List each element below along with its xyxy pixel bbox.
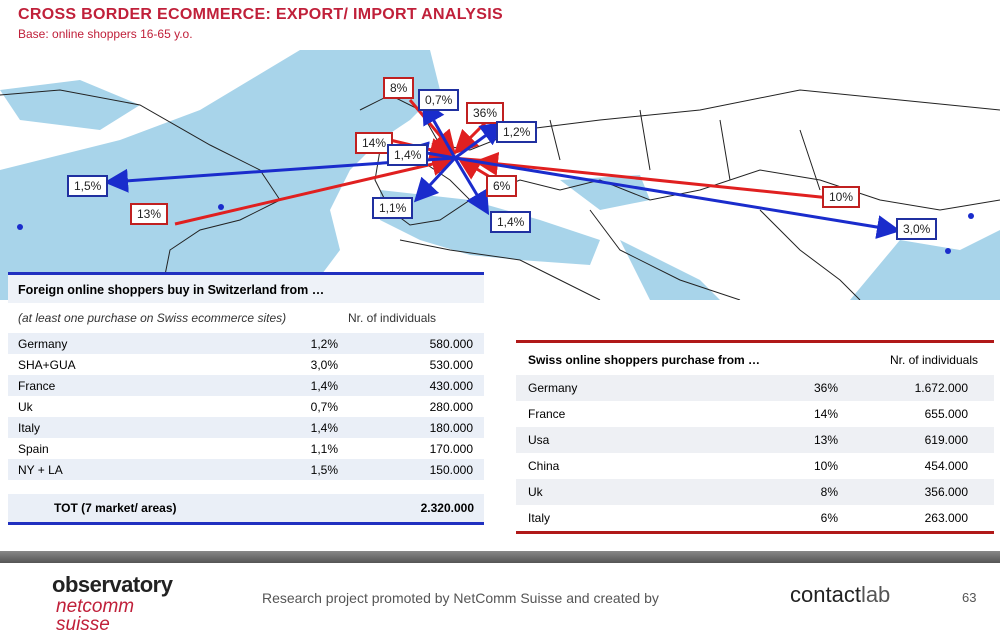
map-label-uk-export: 0,7% [418,89,460,111]
row-individuals: 430.000 [429,378,473,393]
contactlab-logo-a: contact [790,582,861,607]
row-country: Italy [528,511,551,525]
map-label-uk-import: 8% [383,77,415,99]
col-individuals: Nr. of individuals [348,311,437,325]
row-pct: 36% [813,381,838,395]
table-row: Italy 1,4% 180.000 [8,417,484,438]
map-label-china-import: 10% [822,186,861,208]
row-country: Uk [18,399,33,414]
table-row: Uk 0,7% 280.000 [8,396,484,417]
row-country: France [18,378,56,393]
world-map [0,50,1000,300]
foreign-shoppers-table: Foreign online shoppers buy in Switzerla… [8,272,484,525]
row-individuals: 263.000 [924,511,968,525]
row-pct: 13% [813,433,838,447]
row-country: Uk [528,485,543,499]
map-dot [218,204,224,210]
row-pct: 1,2% [310,336,338,351]
row-individuals: 580.000 [429,336,473,351]
map-label-italy-import: 6% [486,175,518,197]
map-label-italy-export: 1,4% [490,211,532,233]
row-pct: 1,5% [310,462,338,477]
row-pct: 14% [813,407,838,421]
foreign-table-title: Foreign online shoppers buy in Switzerla… [8,275,484,303]
col-note: (at least one purchase on Swiss ecommerc… [18,311,287,325]
row-pct: 6% [820,511,838,525]
logo-line3: suisse [56,614,110,635]
table-row: SHA+GUA 3,0% 530.000 [8,354,484,375]
row-individuals: 150.000 [429,462,473,477]
map-dot [17,224,23,230]
row-country: Usa [528,433,550,447]
table-row: Germany 1,2% 580.000 [8,333,484,354]
map-label-france-export: 1,4% [387,144,429,166]
page-title: CROSS BORDER ECOMMERCE: EXPORT/ IMPORT A… [18,6,503,23]
row-country: Germany [528,381,578,395]
map-dot [945,248,951,254]
map-label-france-import: 14% [355,132,394,154]
row-individuals: 280.000 [429,399,473,414]
logo-line2: netcomm [56,596,135,617]
footer-bar [0,551,1000,563]
row-country: Spain [18,441,49,456]
table-row: NY + LA 1,5% 150.000 [8,459,484,480]
row-country: Germany [18,336,68,351]
row-individuals: 530.000 [429,357,473,372]
contactlab-logo: contactlab [790,582,890,608]
table-row: Italy 6% 263.000 [516,505,994,534]
row-pct: 1,4% [310,420,338,435]
table-row: China 10% 454.000 [516,453,994,479]
total-label: TOT (7 market/ areas) [54,501,177,515]
table-row: Uk 8% 356.000 [516,479,994,505]
logo-line1: observatory [52,572,173,597]
swiss-table-title: Swiss online shoppers purchase from … [528,353,761,367]
map-dot [968,213,974,219]
total-value: 2.320.000 [420,501,474,515]
row-individuals: 655.000 [924,407,968,421]
total-row: TOT (7 market/ areas) 2.320.000 [8,494,484,525]
row-country: China [528,459,560,473]
page-subtitle: Base: online shoppers 16-65 y.o. [18,27,193,41]
row-pct: 10% [813,459,838,473]
row-individuals: 170.000 [429,441,473,456]
table-row: France 1,4% 430.000 [8,375,484,396]
row-individuals: 356.000 [924,485,968,499]
observatory-logo: observatory netcomm suisse [52,572,173,635]
row-country: France [528,407,566,421]
research-text: Research project promoted by NetComm Sui… [262,590,659,606]
map-label-usa-import: 13% [130,203,169,225]
row-pct: 1,4% [310,378,338,393]
map-label-spain-export: 1,1% [372,197,414,219]
row-individuals: 180.000 [429,420,473,435]
map-label-germany-export: 1,2% [496,121,538,143]
row-individuals: 1.672.000 [914,381,968,395]
table-row: France 14% 655.000 [516,401,994,427]
table-row: Germany 36% 1.672.000 [516,375,994,401]
col-individuals: Nr. of individuals [889,353,978,367]
map-label-nyla-export: 1,5% [67,175,109,197]
row-pct: 3,0% [310,357,338,372]
row-country: Italy [18,420,41,435]
page-number: 63 [962,590,977,605]
table-row: Spain 1,1% 170.000 [8,438,484,459]
row-country: SHA+GUA [18,357,76,372]
row-pct: 0,7% [310,399,338,414]
row-individuals: 454.000 [924,459,968,473]
swiss-table-header: Swiss online shoppers purchase from … Nr… [516,343,994,375]
row-country: NY + LA [18,462,63,477]
foreign-table-subheader: (at least one purchase on Swiss ecommerc… [8,303,484,333]
row-pct: 8% [820,485,838,499]
row-pct: 1,1% [310,441,338,456]
row-individuals: 619.000 [924,433,968,447]
table-row: Usa 13% 619.000 [516,427,994,453]
contactlab-logo-b: lab [860,582,891,607]
swiss-shoppers-table: Swiss online shoppers purchase from … Nr… [516,340,994,534]
map-label-germany-import: 36% [466,102,505,124]
map-label-shagua-export: 3,0% [896,218,938,240]
